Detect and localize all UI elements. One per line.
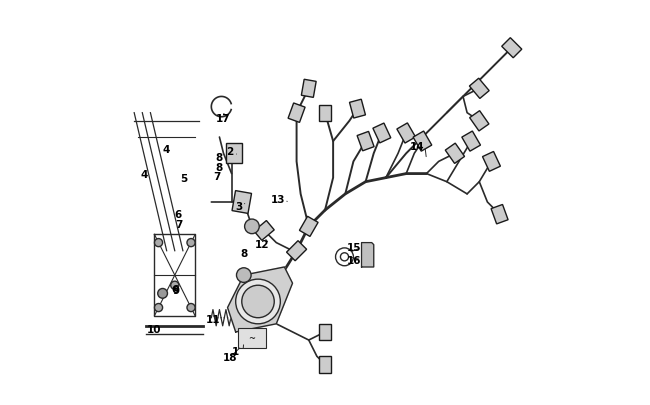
Bar bbox=[373, 124, 391, 143]
Bar bbox=[319, 356, 331, 373]
Bar bbox=[462, 132, 480, 152]
Polygon shape bbox=[361, 243, 374, 267]
Text: 15: 15 bbox=[347, 243, 361, 253]
Bar bbox=[226, 144, 242, 164]
Text: 1: 1 bbox=[232, 346, 239, 356]
Text: 4: 4 bbox=[163, 145, 170, 155]
Circle shape bbox=[237, 268, 251, 283]
Text: 11: 11 bbox=[206, 314, 220, 324]
Bar bbox=[397, 124, 415, 144]
Bar bbox=[413, 132, 432, 152]
Bar bbox=[469, 79, 489, 99]
Text: 4: 4 bbox=[140, 169, 148, 179]
Bar bbox=[232, 191, 252, 214]
Text: 10: 10 bbox=[148, 324, 162, 334]
Bar bbox=[288, 104, 305, 123]
Circle shape bbox=[187, 304, 195, 312]
Text: 8: 8 bbox=[215, 153, 222, 163]
Circle shape bbox=[242, 286, 274, 318]
Text: 6: 6 bbox=[171, 285, 178, 294]
Text: 7: 7 bbox=[213, 171, 221, 181]
Polygon shape bbox=[227, 267, 292, 332]
Circle shape bbox=[244, 220, 259, 234]
Bar bbox=[445, 144, 465, 164]
Bar bbox=[482, 152, 500, 172]
Text: 14: 14 bbox=[410, 142, 425, 151]
Text: 16: 16 bbox=[347, 255, 361, 265]
Text: 18: 18 bbox=[223, 352, 238, 362]
Circle shape bbox=[171, 281, 179, 290]
Bar bbox=[357, 132, 374, 151]
Circle shape bbox=[155, 239, 162, 247]
Circle shape bbox=[155, 304, 162, 312]
Bar bbox=[302, 80, 316, 98]
Text: 13: 13 bbox=[271, 194, 285, 204]
Bar bbox=[491, 205, 508, 224]
Text: 17: 17 bbox=[215, 113, 230, 123]
Text: 7: 7 bbox=[175, 220, 183, 230]
Text: 2: 2 bbox=[226, 147, 233, 157]
Text: 8: 8 bbox=[215, 163, 222, 173]
Text: 6: 6 bbox=[174, 210, 181, 220]
Bar bbox=[254, 221, 274, 241]
Text: 12: 12 bbox=[255, 239, 269, 249]
Bar bbox=[502, 38, 522, 59]
Text: 3: 3 bbox=[235, 202, 242, 211]
Bar bbox=[319, 105, 331, 121]
Circle shape bbox=[341, 253, 348, 261]
Bar bbox=[287, 241, 307, 261]
Bar bbox=[319, 324, 331, 340]
Bar bbox=[350, 100, 365, 119]
Text: ~: ~ bbox=[248, 334, 255, 343]
Text: 8: 8 bbox=[240, 248, 248, 258]
Circle shape bbox=[187, 239, 195, 247]
Text: 9: 9 bbox=[172, 286, 179, 295]
Text: 5: 5 bbox=[181, 173, 188, 183]
Circle shape bbox=[158, 289, 168, 298]
Circle shape bbox=[236, 279, 280, 324]
Bar bbox=[238, 328, 266, 348]
Bar bbox=[300, 217, 318, 237]
Bar bbox=[470, 111, 489, 132]
